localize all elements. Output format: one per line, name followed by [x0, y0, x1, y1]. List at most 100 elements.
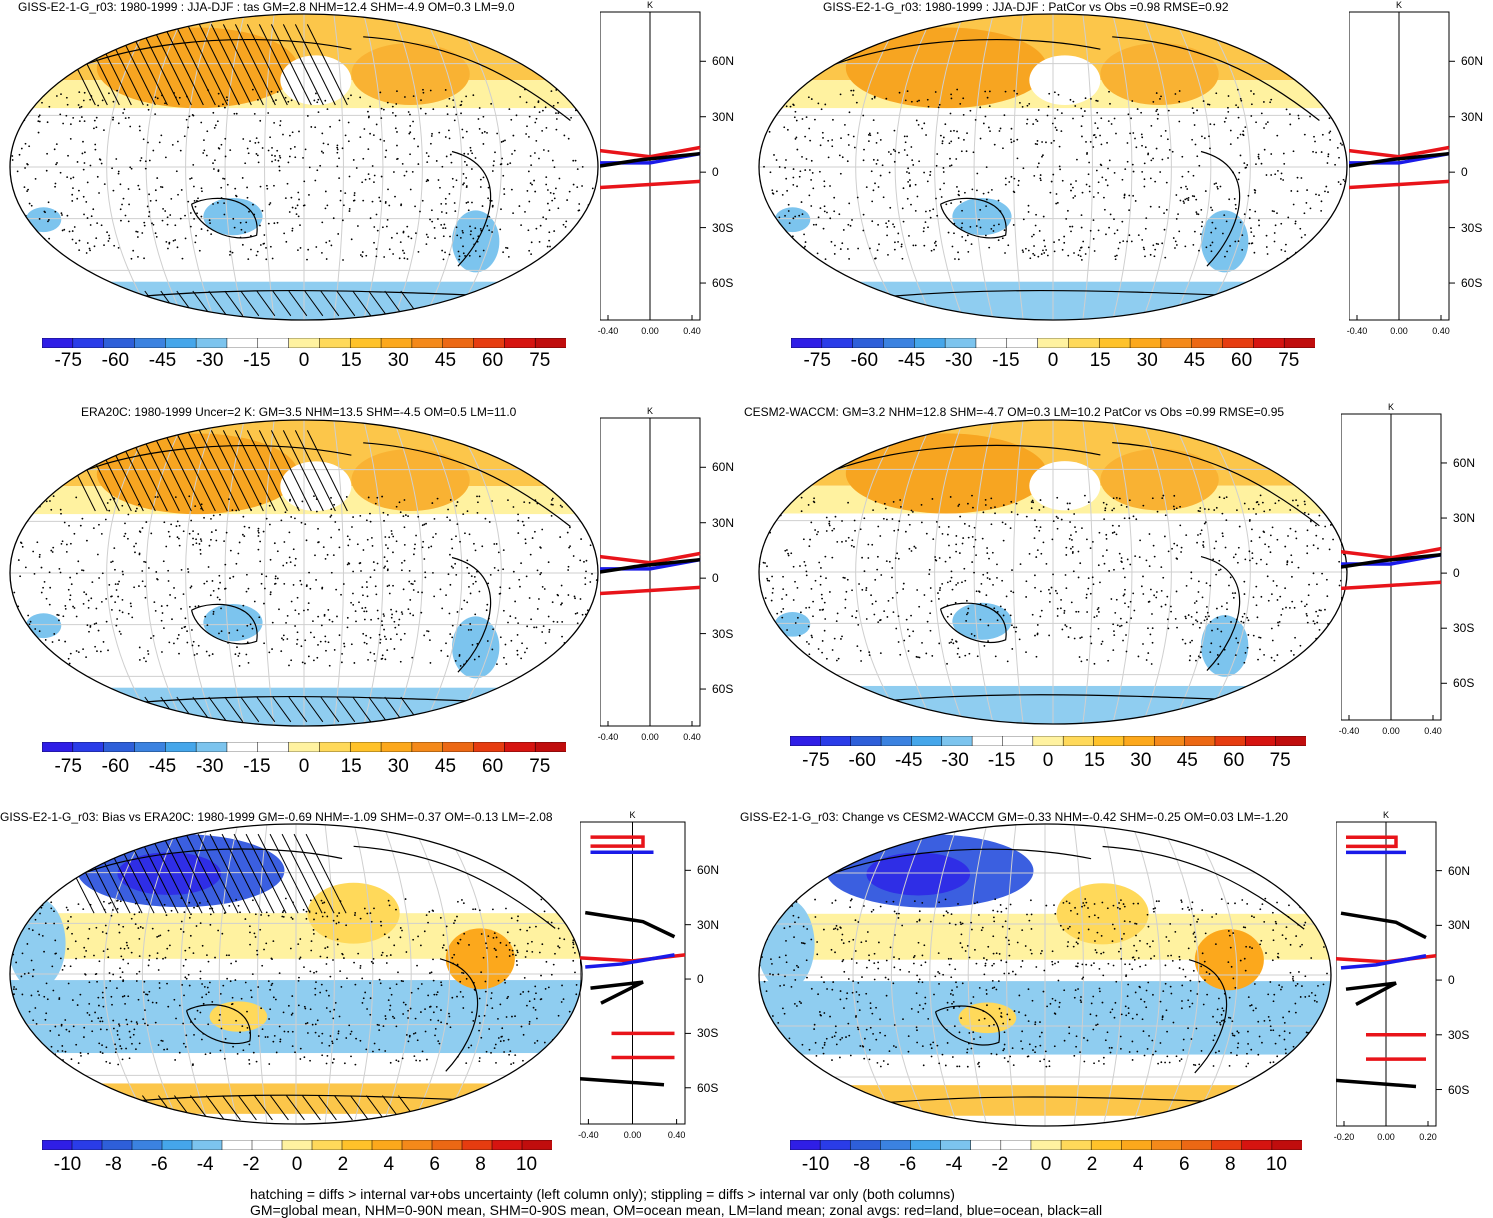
- colorbar-swatch: [1031, 1140, 1062, 1150]
- colorbar-tick: -2: [243, 1154, 260, 1176]
- namerica-warm-blob: [1100, 43, 1218, 105]
- x-tick-label: 0.00: [1382, 726, 1400, 736]
- colorbar-swatch: [1063, 736, 1094, 746]
- colorbar-tick: 0: [292, 1154, 303, 1176]
- colorbar-tick: 75: [529, 756, 550, 778]
- colorbar-tick: -75: [803, 350, 830, 372]
- x-tick-label: -0.40: [598, 732, 619, 742]
- colorbar-swatch: [381, 742, 412, 752]
- all-profile: [585, 913, 674, 937]
- colorbar-tick: -15: [988, 750, 1015, 772]
- colorbar-tick: -30: [945, 350, 972, 372]
- colorbar-tick: 2: [338, 1154, 349, 1176]
- colorbar-swatch: [1242, 1140, 1273, 1150]
- zonal-mean-plot: [600, 6, 760, 354]
- africa-cool-blob: [775, 612, 811, 637]
- colorbar-swatch: [1099, 338, 1130, 348]
- lat-tick-label: 0: [1448, 973, 1455, 987]
- colorbar-swatch: [1272, 1140, 1302, 1150]
- all-profile-s: [580, 1079, 664, 1085]
- colorbar-swatch: [880, 1140, 911, 1150]
- panel-title: CESM2-WACCM: GM=3.2 NHM=12.8 SHM=-4.7 OM…: [744, 405, 1284, 419]
- colorbar-tick: 6: [429, 1154, 440, 1176]
- colorbar-swatch: [227, 742, 258, 752]
- colorbar-swatch: [853, 338, 884, 348]
- colorbar-swatch: [1002, 736, 1033, 746]
- colorbar-swatch: [1161, 338, 1192, 348]
- colorbar-swatch: [443, 338, 474, 348]
- colorbar-tick: -60: [851, 350, 878, 372]
- colorbar-tick: 60: [482, 350, 503, 372]
- colorbar-swatch: [1154, 736, 1185, 746]
- colorbar-tick: -30: [196, 350, 223, 372]
- colorbar-tick: 8: [475, 1154, 486, 1176]
- colorbar-swatch: [1276, 736, 1306, 746]
- colorbar-swatch: [1130, 338, 1161, 348]
- colorbar-swatch: [1061, 1140, 1092, 1150]
- colorbar-swatch: [1038, 338, 1069, 348]
- colorbar-swatch: [162, 1140, 193, 1150]
- colorbar-tick: -60: [849, 750, 876, 772]
- x-tick-label: -0.40: [598, 326, 619, 336]
- colorbar-tick: -8: [105, 1154, 122, 1176]
- colorbar-swatch: [165, 338, 196, 348]
- colorbar-swatch: [474, 742, 505, 752]
- colorbar-swatch: [820, 736, 851, 746]
- colorbar-tick: 15: [1084, 750, 1105, 772]
- colorbar-tick: 75: [1278, 350, 1299, 372]
- all-profile-s: [1336, 1080, 1416, 1086]
- colorbar-swatch: [1284, 338, 1315, 348]
- colorbar-tick: -10: [802, 1154, 829, 1176]
- colorbar-swatch: [971, 1140, 1002, 1150]
- colorbar-swatch: [883, 338, 914, 348]
- colorbar-tick: 15: [1090, 350, 1111, 372]
- colorbar-swatch: [822, 338, 853, 348]
- colorbar-tick: -75: [54, 756, 81, 778]
- colorbar-swatch: [850, 1140, 881, 1150]
- colorbar-swatch: [492, 1140, 523, 1150]
- samerica-cool-blob: [1201, 615, 1248, 677]
- colorbar-swatch: [381, 338, 412, 348]
- lat-tick-label: 30S: [1453, 621, 1474, 635]
- colorbar-tick: 0: [1048, 350, 1059, 372]
- colorbar-swatch: [42, 338, 73, 348]
- colorbar-tick: 4: [384, 1154, 395, 1176]
- all-profile-eq: [591, 982, 644, 1003]
- colorbar-swatch: [1091, 1140, 1122, 1150]
- x-tick-label: 0.00: [1377, 1132, 1395, 1142]
- lat-tick-label: 60S: [1453, 676, 1474, 690]
- colorbar-swatch: [372, 1140, 403, 1150]
- lat-tick-label: 60S: [712, 276, 733, 290]
- x-tick-label: 0.00: [641, 326, 659, 336]
- zonal-mean-plot: [580, 816, 745, 1158]
- colorbar-swatch: [227, 338, 258, 348]
- colorbar-swatch: [432, 1140, 463, 1150]
- npacific-warm-blob: [308, 883, 400, 944]
- colorbar-swatch: [941, 1140, 972, 1150]
- colorbar-swatch: [319, 742, 350, 752]
- colorbar-tick: -2: [991, 1154, 1008, 1176]
- colorbar-tick: -75: [54, 350, 81, 372]
- x-tick-label: 0.40: [683, 326, 701, 336]
- ocean-profile-eq: [1341, 956, 1426, 968]
- colorbar-swatch: [1001, 1140, 1032, 1150]
- lat-tick-label: 60N: [1448, 864, 1470, 878]
- land-profile: [591, 837, 644, 846]
- colorbar-tick: 30: [388, 350, 409, 372]
- colorbar-tick: -60: [102, 350, 129, 372]
- colorbar-swatch: [1033, 736, 1064, 746]
- x-tick-label: 0.40: [683, 732, 701, 742]
- colorbar-swatch: [791, 338, 822, 348]
- colorbar-swatch: [1007, 338, 1038, 348]
- colorbar: [42, 1140, 552, 1150]
- footer-line-2: GM=global mean, NHM=0-90N mean, SHM=0-90…: [250, 1202, 1102, 1218]
- colorbar-swatch: [474, 338, 505, 348]
- colorbar-tick: 0: [299, 756, 310, 778]
- colorbar-tick: 30: [1130, 750, 1151, 772]
- colorbar-tick: 60: [482, 756, 503, 778]
- colorbar-swatch: [1212, 1140, 1243, 1150]
- x-tick-label: 0.40: [668, 1130, 686, 1140]
- colorbar: [42, 742, 566, 752]
- africa-cool-blob: [26, 207, 62, 232]
- lat-tick-label: 60N: [1461, 54, 1483, 68]
